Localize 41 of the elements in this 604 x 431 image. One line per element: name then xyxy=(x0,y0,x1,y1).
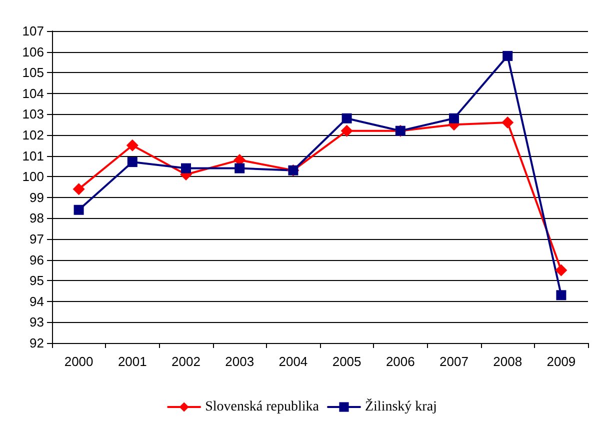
y-tick-label: 98 xyxy=(30,210,44,226)
y-tick-label: 101 xyxy=(22,148,44,164)
x-tick-label: 2001 xyxy=(118,354,147,369)
x-tick-label: 2007 xyxy=(440,354,468,369)
point xyxy=(72,183,85,196)
y-tick-label: 99 xyxy=(30,190,44,205)
point xyxy=(502,116,514,129)
x-tick-label: 2000 xyxy=(64,354,94,369)
legend-label: Žilinský kraj xyxy=(364,398,437,414)
point xyxy=(126,139,138,152)
y-tick-label: 106 xyxy=(22,44,44,60)
point xyxy=(556,290,566,300)
y-tick-label: 97 xyxy=(30,232,44,246)
y-tick-label: 102 xyxy=(22,128,44,142)
x-tick-label: 2003 xyxy=(225,354,254,369)
point xyxy=(340,124,353,137)
point xyxy=(555,264,568,276)
y-tick-label: 100 xyxy=(22,169,44,184)
x-tick-label: 2002 xyxy=(172,354,200,369)
y-tick-label: 104 xyxy=(22,86,44,101)
point xyxy=(127,157,138,168)
point xyxy=(449,113,459,124)
y-tick-label: 107 xyxy=(22,24,44,38)
legend-label: Slovenská republika xyxy=(205,400,320,414)
point xyxy=(502,50,513,61)
point xyxy=(181,163,191,174)
point xyxy=(234,163,245,174)
x-tick-label: 2006 xyxy=(386,354,415,369)
y-tick-label: 105 xyxy=(22,65,44,80)
y-tick-label: 95 xyxy=(30,273,44,288)
y-tick-label: 92 xyxy=(30,336,44,350)
y-tick-label: 93 xyxy=(30,314,44,330)
point xyxy=(342,113,352,124)
y-tick-label: 103 xyxy=(22,106,44,122)
y-tick-label: 94 xyxy=(30,294,44,309)
x-tick-label: 2005 xyxy=(332,354,362,369)
x-tick-label: 2008 xyxy=(493,354,522,369)
y-tick-label: 96 xyxy=(30,252,44,268)
x-tick-label: 2004 xyxy=(278,354,308,369)
x-tick-label: 2009 xyxy=(546,354,576,369)
point xyxy=(74,204,84,215)
